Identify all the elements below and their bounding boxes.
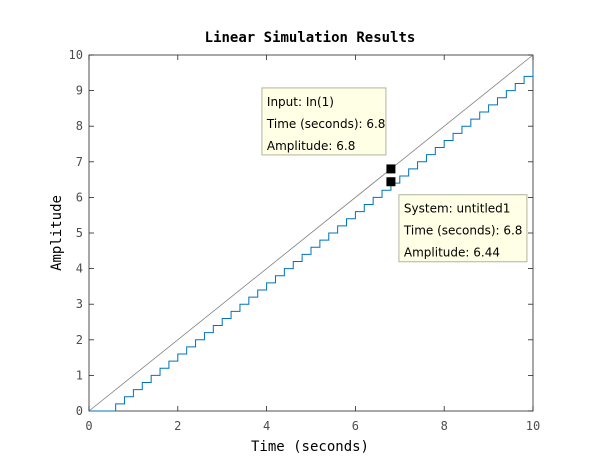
chart-title: Linear Simulation Results	[205, 30, 416, 46]
datatip-line: Amplitude: 6.44	[404, 246, 500, 260]
y-tick-label: 10	[69, 48, 83, 62]
datatip-system[interactable]: System: untitled1 Time (seconds): 6.8 Ampl…	[386, 177, 528, 263]
datatip-line: Input: In(1)	[267, 95, 334, 109]
datatip-input[interactable]: Input: In(1) Time (seconds): 6.8 Amplitude…	[261, 87, 396, 174]
x-tick-label: 4	[263, 419, 270, 433]
datatip-marker[interactable]	[386, 177, 396, 187]
input-series-line[interactable]	[88, 54, 534, 412]
datatip-marker[interactable]	[386, 164, 396, 174]
y-tick-label: 0	[76, 404, 83, 418]
datatip-line: Time (seconds): 6.8	[266, 117, 386, 131]
x-tick-label: 2	[174, 419, 181, 433]
x-tick-label: 10	[526, 419, 540, 433]
datatip-line: Amplitude: 6.8	[267, 139, 355, 153]
datatip-box[interactable]	[261, 87, 387, 156]
plot-area[interactable]	[88, 54, 534, 412]
y-tick-label: 5	[76, 226, 83, 240]
y-axis-label: Amplitude	[49, 195, 65, 271]
y-tick-label: 3	[76, 297, 83, 311]
datatip-box[interactable]	[398, 194, 528, 263]
x-tick-label: 6	[352, 419, 359, 433]
x-tick-label: 0	[85, 419, 92, 433]
y-tick-label: 8	[76, 119, 83, 133]
y-tick-label: 1	[76, 368, 83, 382]
x-axis-label: Time (seconds)	[251, 439, 369, 455]
y-tick-label: 2	[76, 333, 83, 347]
y-tick-label: 4	[76, 262, 83, 276]
datatip-line: System: untitled1	[404, 202, 511, 216]
system-series-line[interactable]	[89, 69, 534, 412]
tick-labels: 0 2 4 6 8 10 0 1 2 3 4 5 6 7 8 9 10	[69, 48, 541, 433]
datatip-line: Time (seconds): 6.8	[403, 224, 523, 238]
datatips[interactable]: Input: In(1) Time (seconds): 6.8 Amplitude…	[261, 87, 528, 263]
y-tick-label: 7	[76, 155, 83, 169]
y-tick-label: 9	[76, 84, 83, 98]
y-tick-label: 6	[76, 190, 83, 204]
x-tick-label: 8	[441, 419, 448, 433]
